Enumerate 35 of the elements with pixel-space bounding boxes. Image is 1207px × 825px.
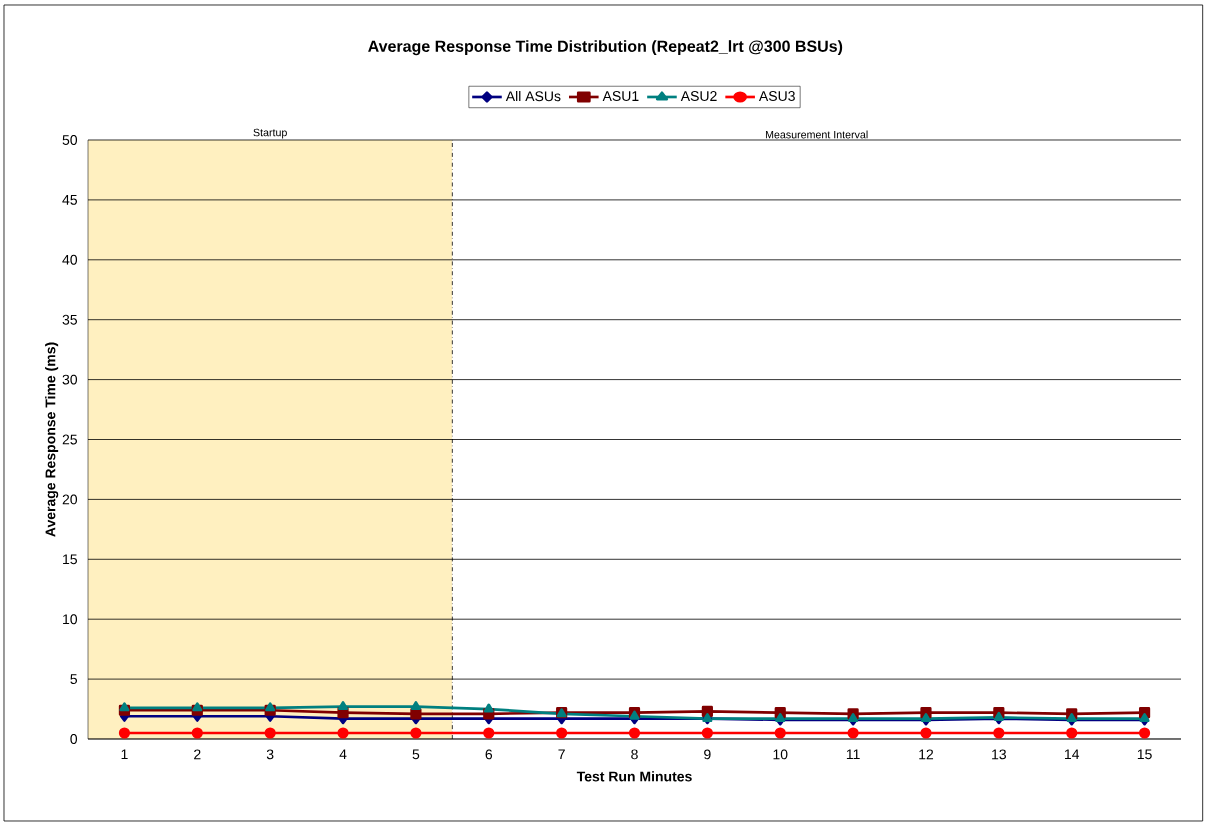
y-tick-label: 35	[62, 314, 78, 325]
x-tick-label: 5	[412, 749, 420, 760]
x-tick-label: 9	[704, 749, 711, 760]
y-tick-label: 15	[63, 554, 78, 565]
x-tick-label: 6	[485, 749, 493, 760]
y-tick-label: 0	[70, 734, 78, 744]
x-tick-label: 12	[919, 749, 934, 760]
legend-label: ASU2	[680, 91, 717, 102]
x-axis-title: Test Run Minutes	[576, 771, 692, 782]
x-tick-label: 13	[992, 749, 1007, 760]
y-tick-label: 30	[62, 374, 78, 385]
band-label: Measurement Interval	[765, 130, 868, 139]
x-tick-label: 10	[773, 749, 788, 760]
x-tick-label: 3	[266, 749, 274, 760]
x-tick-label: 2	[194, 749, 201, 760]
chart-title: Average Response Time Distribution (Repeat2_lrt @300 BSUs)	[368, 40, 843, 56]
y-tick-label: 25	[62, 434, 78, 445]
x-tick-label: 15	[1137, 749, 1152, 760]
x-tick-label: 1	[121, 749, 128, 760]
y-tick-label: 5	[70, 674, 78, 684]
band-label: Startup	[253, 128, 287, 139]
y-tick-label: 20	[62, 494, 78, 505]
x-tick-label: 14	[1064, 749, 1080, 760]
y-tick-label: 10	[63, 614, 78, 625]
legend-label: ASU3	[758, 91, 795, 102]
y-tick-label: 50	[62, 135, 78, 145]
y-axis-title: Average Response Time (ms)	[45, 342, 59, 537]
legend-label: ASU1	[602, 91, 639, 102]
legend-label: All ASUs	[505, 90, 561, 102]
x-tick-label: 11	[846, 749, 860, 760]
x-tick-label: 8	[631, 749, 638, 760]
y-tick-label: 40	[62, 254, 78, 265]
x-tick-label: 4	[339, 749, 347, 760]
y-tick-label: 45	[62, 195, 78, 205]
x-tick-label: 7	[558, 749, 565, 760]
